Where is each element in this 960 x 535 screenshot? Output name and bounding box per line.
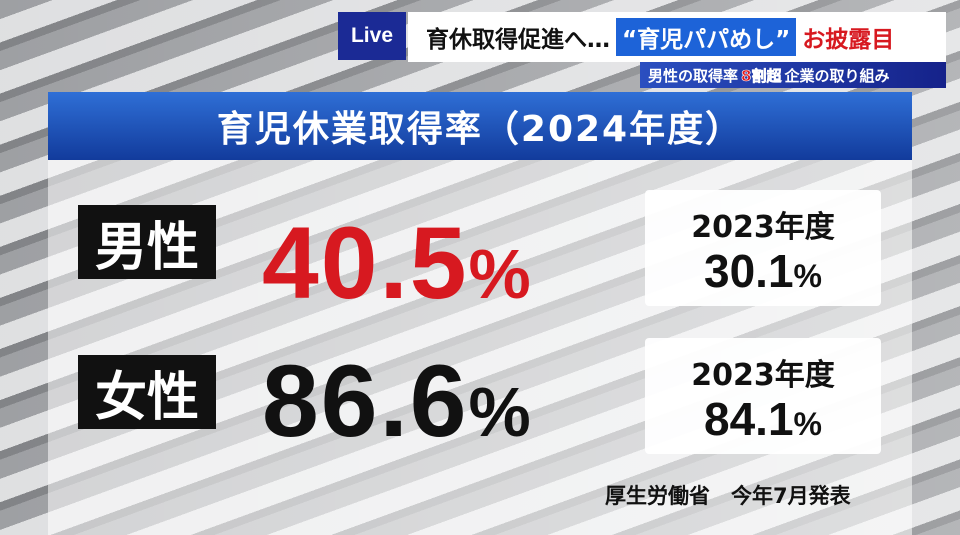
headline-highlight: “育児パパめし” xyxy=(616,18,797,56)
male-prev-rate: 30.1% xyxy=(645,246,881,297)
female-label: 女性 xyxy=(78,355,216,429)
male-prev-label: 2023年度 xyxy=(691,210,835,245)
female-rate: 86.6% xyxy=(262,350,533,452)
source-note: 厚生労働省 今年7月発表 xyxy=(605,484,851,508)
female-prev-rate: 84.1% xyxy=(645,394,881,445)
male-prev-unit: % xyxy=(793,258,822,294)
male-prev-value: 30.1 xyxy=(704,245,794,297)
live-badge: Live xyxy=(338,12,406,60)
subheadline-bar: 男性の取得率 8割超 企業の取り組み xyxy=(640,62,946,88)
sub-red: 8割超 xyxy=(741,66,782,85)
female-prev-value: 84.1 xyxy=(704,393,794,445)
male-prev-box: 2023年度 30.1% xyxy=(645,190,881,306)
female-prev-box: 2023年度 84.1% xyxy=(645,338,881,454)
male-rate-unit: % xyxy=(468,235,533,313)
female-prev-unit: % xyxy=(793,406,822,442)
headline-bar: 育休取得促進へ… “育児パパめし” お披露目 xyxy=(408,12,946,62)
female-prev-label: 2023年度 xyxy=(691,358,835,393)
male-label: 男性 xyxy=(78,205,216,279)
female-rate-unit: % xyxy=(468,373,533,451)
male-rate-value: 40.5 xyxy=(262,206,469,320)
headline-post: お披露目 xyxy=(802,27,895,53)
male-rate: 40.5% xyxy=(262,212,533,314)
sub-post: 企業の取り組み xyxy=(784,66,890,85)
graphic-title: 育児休業取得率（2024年度） xyxy=(48,92,912,160)
female-rate-value: 86.6 xyxy=(262,344,469,458)
headline-pre: 育休取得促進へ… xyxy=(426,27,610,53)
sub-pre: 男性の取得率 xyxy=(648,66,739,85)
